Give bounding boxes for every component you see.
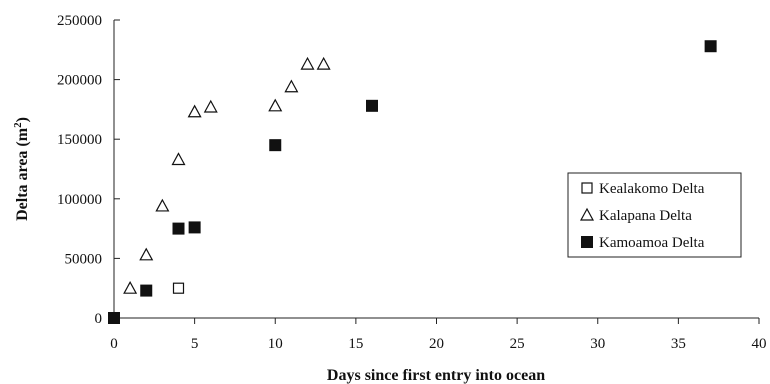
- series-kealakomo-delta: [172, 282, 185, 294]
- data-point: [187, 104, 202, 118]
- x-axis: 0 5 10 15 20 25 30 35 40: [110, 317, 767, 352]
- x-tick-label: 25: [510, 336, 525, 352]
- legend-item: Kalapana Delta: [579, 207, 692, 224]
- data-point: [316, 56, 331, 70]
- legend-label: Kealakomo Delta: [599, 181, 705, 197]
- data-point: [300, 56, 315, 70]
- y-tick-label: 50000: [65, 251, 103, 267]
- data-point: [188, 221, 201, 234]
- x-tick-label: 30: [590, 336, 605, 352]
- data-point: [140, 284, 153, 297]
- data-points: [108, 40, 717, 324]
- legend-label: Kalapana Delta: [599, 208, 692, 224]
- y-tick-label: 250000: [57, 13, 102, 29]
- data-point: [269, 139, 282, 152]
- legend: Kealakomo Delta Kalapana Delta Kamoamoa De…: [567, 172, 742, 258]
- x-tick-label: 20: [429, 336, 444, 352]
- legend-marker: [579, 207, 595, 221]
- y-tick-label: 0: [95, 311, 103, 327]
- y-tick-label: 150000: [57, 132, 102, 148]
- data-point: [268, 98, 283, 112]
- data-point: [155, 198, 170, 212]
- y-axis-title-text: Delta area (m: [14, 127, 31, 221]
- series-kamoamoa-delta: [108, 40, 717, 324]
- data-point: [172, 222, 185, 235]
- data-point: [366, 99, 378, 112]
- x-tick-label: 10: [268, 336, 283, 352]
- data-point: [108, 312, 120, 324]
- data-point: [203, 99, 218, 113]
- series-kalapana-delta: [123, 56, 331, 294]
- y-ticks: 0 50000 100000 150000 200000 250000: [57, 13, 120, 327]
- data-point: [139, 247, 154, 261]
- y-axis-title-superscript: 2: [12, 122, 24, 128]
- legend-item: Kamoamoa Delta: [581, 235, 705, 251]
- data-point: [123, 280, 138, 294]
- legend-marker: [581, 236, 593, 248]
- x-ticks: 0 5 10 15 20 25 30 35 40: [110, 318, 767, 352]
- x-tick-label: 5: [191, 336, 199, 352]
- y-axis: 0 50000 100000 150000 200000 250000: [57, 13, 120, 327]
- legend-box: [567, 172, 742, 258]
- y-axis-title: Delta area (m2): [12, 117, 31, 221]
- data-point: [172, 282, 185, 294]
- x-tick-label: 40: [752, 336, 767, 352]
- legend-item: Kealakomo Delta: [581, 181, 705, 197]
- data-point: [704, 40, 717, 53]
- data-point: [171, 152, 186, 166]
- legend-marker: [581, 182, 593, 194]
- y-axis-title-suffix: ): [14, 117, 31, 122]
- x-tick-label: 0: [110, 336, 118, 352]
- x-tick-label: 15: [348, 336, 363, 352]
- data-point: [284, 79, 299, 93]
- x-tick-label: 35: [671, 336, 686, 352]
- legend-items: Kealakomo Delta Kalapana Delta Kamoamoa De…: [579, 181, 705, 251]
- x-axis-title: Days since first entry into ocean: [327, 367, 545, 384]
- legend-label: Kamoamoa Delta: [599, 235, 705, 251]
- y-tick-label: 200000: [57, 73, 102, 89]
- y-tick-label: 100000: [57, 192, 102, 208]
